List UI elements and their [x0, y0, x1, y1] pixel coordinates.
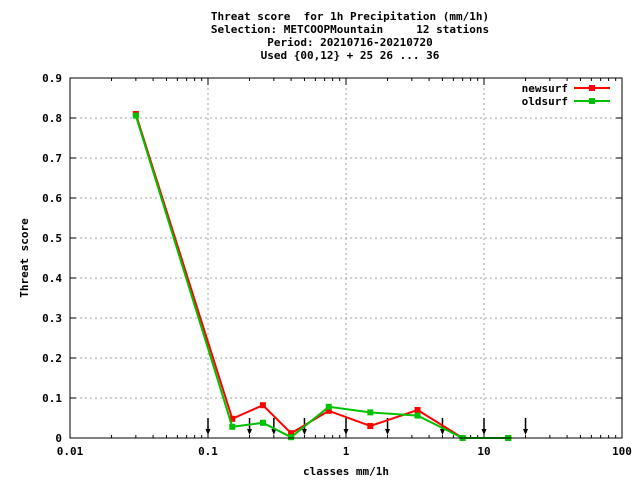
- data-point-oldsurf: [414, 412, 421, 419]
- threshold-arrow-head: [271, 429, 277, 435]
- threshold-arrow-head: [481, 429, 487, 435]
- threshold-arrow-head: [247, 429, 253, 435]
- y-axis-label: Threat score: [18, 218, 31, 298]
- data-point-newsurf: [288, 430, 295, 437]
- legend-label-newsurf: newsurf: [522, 82, 568, 95]
- chart-title-line-1: Threat score for 1h Precipitation (mm/1h…: [210, 10, 490, 23]
- threshold-arrow-head: [301, 429, 307, 435]
- chart-title-line-3: Period: 20210716-20210720: [267, 36, 433, 49]
- plot-frame: [69, 77, 623, 439]
- x-tick-label: 0.1: [198, 445, 218, 458]
- threshold-arrow-head: [385, 429, 391, 435]
- chart-title-line-2: Selection: METCOOPMountain 12 stations: [210, 23, 490, 36]
- data-point-oldsurf: [259, 419, 266, 426]
- threshold-arrow-head: [523, 429, 529, 435]
- x-axis-label: classes mm/1h: [303, 465, 389, 478]
- legend-marker-oldsurf: [589, 98, 595, 104]
- data-point-oldsurf: [229, 423, 236, 430]
- data-point-newsurf: [367, 423, 374, 429]
- threshold-arrow-head: [205, 429, 211, 435]
- legend-marker-newsurf: [589, 85, 595, 91]
- threshold-markers: [205, 418, 529, 435]
- chart-title-line-4: Used {00,12} + 25 26 ... 36: [260, 49, 440, 62]
- y-tick-label: 0.8: [42, 112, 62, 125]
- series-lines: [132, 111, 512, 441]
- data-point-newsurf: [259, 402, 266, 409]
- data-point-newsurf: [325, 407, 332, 414]
- x-tick-label: 100: [612, 445, 632, 458]
- data-point-oldsurf: [325, 403, 332, 410]
- grid: [70, 78, 622, 438]
- data-point-oldsurf: [367, 409, 374, 416]
- data-point-newsurf: [414, 407, 421, 413]
- axis-ticks: 0 0.1 0.2 0.3 0.4 0.5 0.6 0.7 0.8 0.9 0.01 0.1 1 10 10…: [42, 72, 632, 458]
- series-line-newsurf: [134, 113, 509, 439]
- x-tick-label: 1: [343, 445, 350, 458]
- y-tick-label: 0.1: [42, 392, 62, 405]
- y-tick-label: 0.9: [42, 72, 62, 85]
- threshold-arrow-head: [343, 429, 349, 435]
- data-point-oldsurf: [132, 112, 139, 119]
- x-tick-label: 10: [477, 445, 490, 458]
- y-tick-label: 0.5: [42, 232, 62, 245]
- series-line-oldsurf: [134, 115, 509, 439]
- chart-title: Threat score for 1h Precipitation (mm/1h…: [0, 10, 640, 62]
- y-tick-label: 0.6: [42, 192, 62, 205]
- y-tick-label: 0.7: [42, 152, 62, 165]
- y-tick-label: 0.3: [42, 312, 62, 325]
- x-tick-label: 0.01: [57, 445, 84, 458]
- y-tick-label: 0.4: [42, 272, 62, 285]
- legend-label-oldsurf: oldsurf: [522, 95, 568, 108]
- data-point-newsurf: [229, 415, 236, 422]
- y-tick-label: 0: [55, 432, 62, 445]
- y-tick-label: 0.2: [42, 352, 62, 365]
- threshold-arrow-head: [439, 429, 445, 435]
- data-point-oldsurf: [288, 434, 295, 441]
